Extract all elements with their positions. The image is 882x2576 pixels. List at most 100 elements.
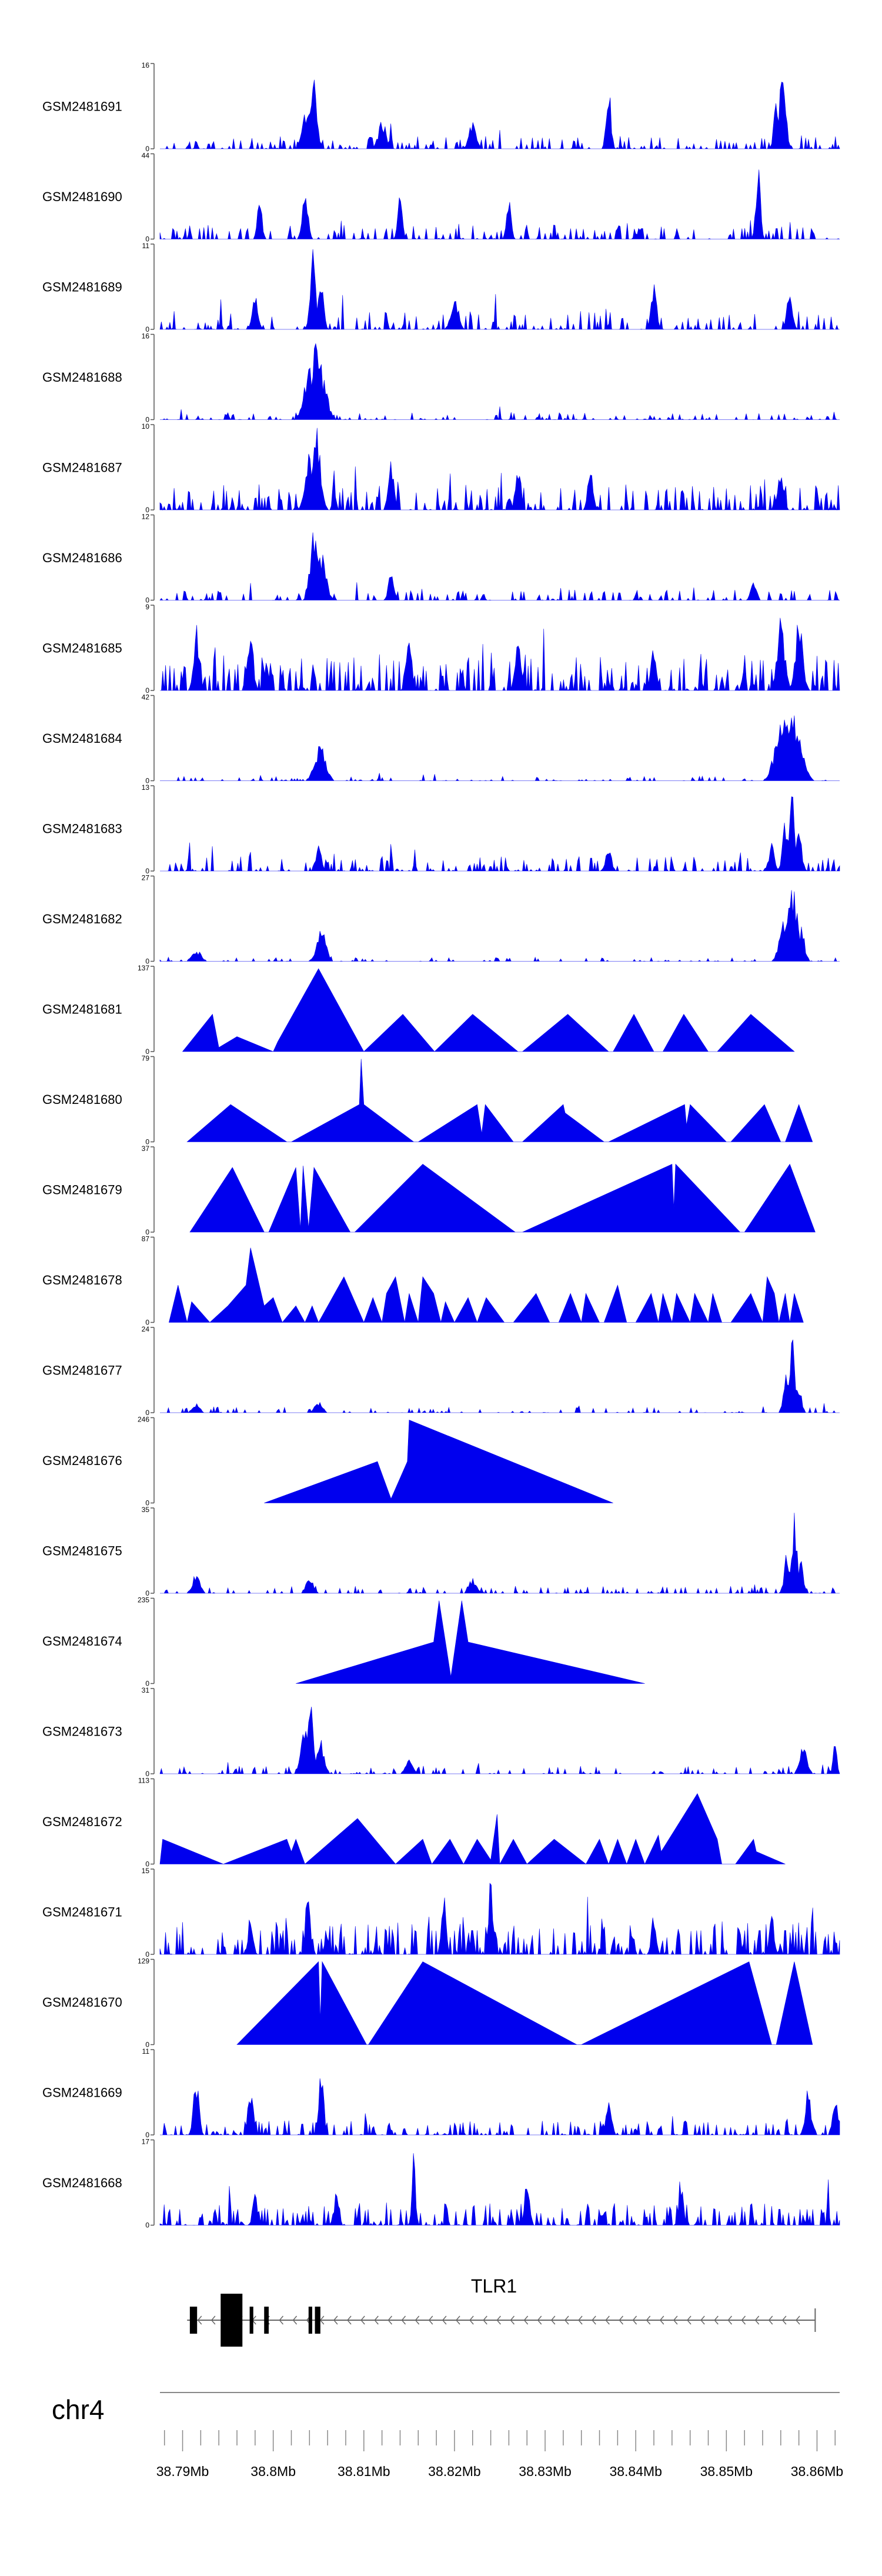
track: GSM2481672 113 0 xyxy=(42,1777,786,1868)
axis-tick-label: 38.8Mb xyxy=(250,2464,296,2479)
strand-arrow xyxy=(619,2315,624,2325)
gene-exon xyxy=(189,2307,198,2334)
coverage-signal xyxy=(186,1059,813,1142)
track-label: GSM2481685 xyxy=(42,641,122,656)
strand-arrow xyxy=(537,2315,542,2325)
coverage-tracks: GSM2481691160GSM2481690440GSM2481689110G… xyxy=(42,61,840,2230)
track-ymin-label: 0 xyxy=(145,1860,149,1868)
track-label: GSM2481669 xyxy=(42,2086,122,2100)
track-label: GSM2481675 xyxy=(42,1544,122,1559)
strand-arrow xyxy=(211,2315,216,2325)
track-ymax-label: 11 xyxy=(142,242,150,250)
strand-arrow xyxy=(456,2315,460,2325)
track-label: GSM2481687 xyxy=(42,461,122,475)
track: GSM2481688 16 0 xyxy=(42,332,840,424)
coverage-signal xyxy=(160,79,840,150)
track: GSM2481687 10 0 xyxy=(42,422,840,514)
track-label: GSM2481668 xyxy=(42,2175,122,2190)
strand-arrow xyxy=(374,2315,379,2325)
gene-exon xyxy=(264,2307,269,2334)
coverage-signal xyxy=(160,715,840,782)
track-label: GSM2481673 xyxy=(42,1724,122,1739)
track-ymax-label: 9 xyxy=(145,603,149,611)
track: GSM2481675 35 0 xyxy=(42,1506,840,1597)
coverage-signal xyxy=(236,1961,813,2045)
track: GSM2481690 44 0 xyxy=(42,152,840,243)
strand-arrow xyxy=(347,2315,352,2325)
track-label: GSM2481672 xyxy=(42,1814,122,1829)
chromosome-label: chr4 xyxy=(52,2394,104,2425)
strand-arrow xyxy=(741,2315,746,2325)
track: GSM2481679 37 0 xyxy=(42,1144,816,1236)
coverage-signal xyxy=(160,2078,840,2136)
track-ymin-label: 0 xyxy=(145,1409,149,1417)
coverage-signal xyxy=(159,890,840,962)
track-ymax-label: 15 xyxy=(142,1867,150,1875)
axis-tick-label: 38.83Mb xyxy=(519,2464,572,2479)
track-ymax-label: 137 xyxy=(138,964,149,972)
strand-arrow xyxy=(714,2315,719,2325)
strand-arrow xyxy=(768,2315,773,2325)
coverage-signal xyxy=(160,796,840,872)
strand-arrow xyxy=(592,2315,596,2325)
coverage-signal xyxy=(264,1420,613,1503)
track-ymax-label: 79 xyxy=(142,1055,150,1063)
coverage-signal xyxy=(159,1883,840,1956)
track: GSM2481674 235 0 xyxy=(42,1596,645,1688)
track-ymax-label: 31 xyxy=(142,1686,150,1694)
strand-arrow xyxy=(632,2315,637,2325)
strand-arrow xyxy=(496,2315,501,2325)
strand-arrow xyxy=(605,2315,610,2325)
track-ymax-label: 10 xyxy=(142,422,150,431)
track: GSM2481670 129 0 xyxy=(42,1957,813,2049)
track-label: GSM2481676 xyxy=(42,1453,122,1468)
coverage-signal xyxy=(159,532,840,601)
track-ymin-label: 0 xyxy=(145,1319,149,1327)
track-label: GSM2481674 xyxy=(42,1634,122,1649)
coverage-signal xyxy=(159,249,840,331)
strand-arrow xyxy=(659,2315,664,2325)
track-ymin-label: 0 xyxy=(145,2041,149,2049)
coverage-signal xyxy=(160,343,840,421)
strand-arrow xyxy=(700,2315,705,2325)
strand-arrow xyxy=(483,2315,487,2325)
track: GSM2481669 11 0 xyxy=(42,2047,840,2139)
gene-exon xyxy=(315,2307,320,2334)
strand-arrow xyxy=(469,2315,474,2325)
coverage-signal xyxy=(159,169,840,240)
track-label: GSM2481683 xyxy=(42,822,122,836)
strand-arrow xyxy=(197,2315,202,2325)
track-ymin-label: 0 xyxy=(145,1680,149,1688)
strand-arrow xyxy=(333,2315,338,2325)
gene-exon xyxy=(220,2294,243,2347)
track-label: GSM2481677 xyxy=(42,1363,122,1378)
gene-name-label: TLR1 xyxy=(471,2275,517,2297)
track-ymax-label: 42 xyxy=(142,693,150,702)
track-ymin-label: 0 xyxy=(145,686,149,695)
track-ymax-label: 11 xyxy=(142,2047,150,2056)
strand-arrow xyxy=(796,2315,800,2325)
strand-arrow xyxy=(727,2315,732,2325)
track-ymin-label: 0 xyxy=(145,416,149,424)
track-label: GSM2481670 xyxy=(42,1995,122,2010)
track-ymax-label: 113 xyxy=(138,1777,149,1785)
track-label: GSM2481690 xyxy=(42,189,122,204)
strand-arrow xyxy=(279,2315,284,2325)
track-ymax-label: 129 xyxy=(138,1957,149,1966)
track: GSM2481680 79 0 xyxy=(42,1055,813,1146)
gene-annotation-track: TLR1 xyxy=(187,2275,816,2347)
gene-exon xyxy=(308,2307,312,2334)
strand-arrow xyxy=(673,2315,678,2325)
coverage-signal xyxy=(159,1793,786,1865)
track-ymax-label: 235 xyxy=(138,1596,149,1604)
track: GSM2481678 87 0 xyxy=(42,1235,804,1327)
track-ymin-label: 0 xyxy=(145,1138,149,1146)
track-ymin-label: 0 xyxy=(145,1770,149,1778)
strand-arrow xyxy=(781,2315,787,2325)
track-ymax-label: 16 xyxy=(142,61,150,69)
strand-arrow xyxy=(510,2315,515,2325)
track-ymax-label: 27 xyxy=(142,874,150,882)
axis-tick-label: 38.82Mb xyxy=(428,2464,481,2479)
coverage-signal xyxy=(159,428,840,511)
track-ymax-label: 16 xyxy=(142,332,150,341)
